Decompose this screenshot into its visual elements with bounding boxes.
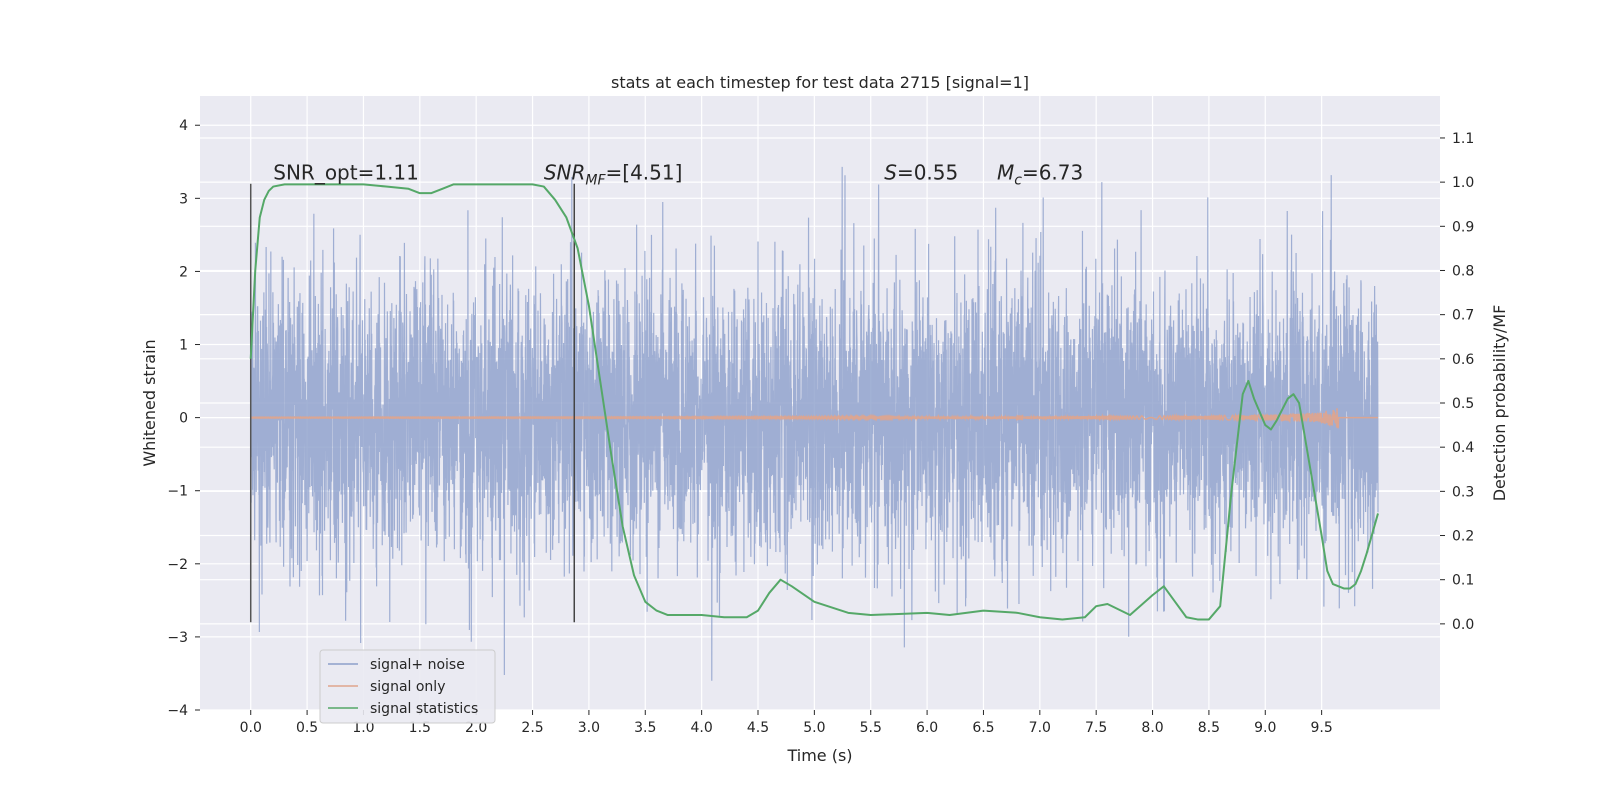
y-axis-right-ticks: 0.0 0.1 0.2 0.3 0.4 0.5 0.6 0.7 0.8 0.9 1.0 1.1 [1440, 131, 1474, 633]
vertical-markers [249, 183, 576, 623]
annotation-3: Mc=6.73 [997, 161, 1083, 189]
x-tick-label-16: 8.0 [1141, 720, 1163, 736]
x-tick-label-15: 7.5 [1085, 720, 1107, 736]
signal-statistics-line [249, 183, 1379, 621]
x-tick-label-4: 2.0 [465, 720, 487, 736]
y-axis-left-label: Whitened strain [140, 339, 159, 466]
x-tick-label-6: 3.0 [578, 720, 600, 736]
yl-tick-label-0: −4 [167, 703, 188, 719]
annotation-1: SNRMF=[4.51] [544, 161, 683, 189]
x-tick-label-5: 2.5 [521, 720, 543, 736]
x-tick-label-1: 0.5 [296, 720, 318, 736]
signal-noise-line [250, 166, 1379, 681]
legend-box [319, 649, 496, 724]
yr-tick-label-1: 0.1 [1452, 573, 1474, 589]
legend: signal+ noise signal only signal statist… [319, 649, 496, 724]
x-axis-ticks: 0.0 0.5 1.0 1.5 2.0 2.5 3.0 3.5 4.0 4.5 5.0 5.5 6.0 6… [240, 710, 1333, 736]
x-tick-label-17: 8.5 [1198, 720, 1220, 736]
series-signal-statistics [249, 183, 1379, 621]
signal-only-line [250, 408, 1378, 429]
legend-label-signal-noise: signal+ noise [370, 657, 465, 673]
yl-tick-label-4: 0 [179, 411, 188, 427]
yl-tick-label-6: 2 [179, 264, 188, 280]
yr-tick-label-3: 0.3 [1452, 484, 1474, 500]
x-tick-label-19: 9.5 [1311, 720, 1333, 736]
x-axis-label: Time (s) [786, 746, 852, 765]
x-tick-label-0: 0.0 [240, 720, 262, 736]
x-tick-label-3: 1.5 [409, 720, 431, 736]
yl-tick-label-1: −3 [167, 630, 188, 646]
y-axis-right-label: Detection probability/MF [1490, 305, 1509, 502]
x-tick-label-9: 4.5 [747, 720, 769, 736]
yl-tick-label-7: 3 [179, 191, 188, 207]
x-tick-label-14: 7.0 [1029, 720, 1051, 736]
yr-tick-label-7: 0.7 [1452, 308, 1474, 324]
yr-tick-label-9: 0.9 [1452, 219, 1474, 235]
yl-tick-label-8: 4 [179, 118, 188, 134]
annotation-0: SNR_opt=1.11 [273, 161, 419, 185]
x-tick-label-13: 6.5 [972, 720, 994, 736]
annotation-2: S=0.55 [884, 161, 958, 185]
x-tick-label-7: 3.5 [634, 720, 656, 736]
y-axis-left-ticks: −4 −3 −2 −1 0 1 2 3 4 [167, 118, 200, 719]
yr-tick-label-8: 0.8 [1452, 263, 1474, 279]
yr-tick-label-10: 1.0 [1452, 175, 1474, 191]
x-tick-label-2: 1.0 [352, 720, 374, 736]
yr-tick-label-6: 0.6 [1452, 352, 1474, 368]
yl-tick-label-5: 1 [179, 338, 188, 354]
yr-tick-label-11: 1.1 [1452, 131, 1474, 147]
x-tick-label-8: 4.0 [691, 720, 713, 736]
yl-tick-label-3: −1 [167, 484, 188, 500]
legend-label-signal-statistics: signal statistics [370, 701, 478, 717]
x-tick-label-10: 5.0 [803, 720, 825, 736]
yr-tick-label-0: 0.0 [1452, 617, 1474, 633]
x-tick-label-12: 6.0 [916, 720, 938, 736]
series-signal-noise [250, 166, 1379, 681]
x-tick-label-11: 5.5 [860, 720, 882, 736]
yr-tick-label-2: 0.2 [1452, 529, 1474, 545]
yr-tick-label-4: 0.4 [1452, 440, 1474, 456]
series-signal-only [250, 408, 1378, 429]
yl-tick-label-2: −2 [167, 557, 188, 573]
x-tick-label-18: 9.0 [1254, 720, 1276, 736]
yr-tick-label-5: 0.5 [1452, 396, 1474, 412]
legend-label-signal-only: signal only [370, 679, 445, 695]
chart-title: stats at each timestep for test data 271… [611, 73, 1029, 92]
annotations: SNR_opt=1.11 SNRMF=[4.51] S=0.55 Mc=6.73 [273, 161, 1083, 189]
